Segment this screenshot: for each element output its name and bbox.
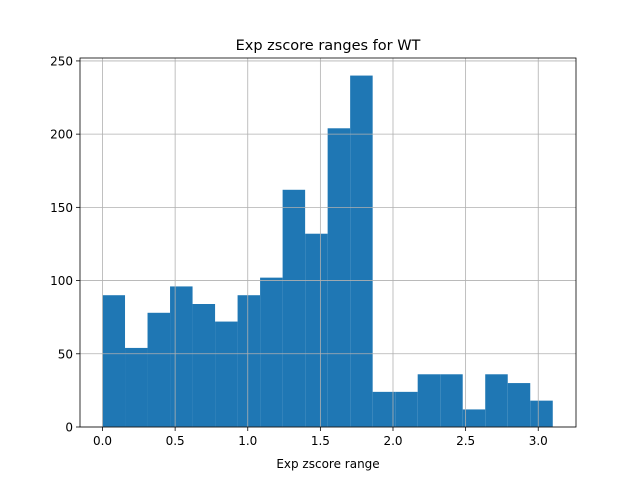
histogram-bar-12 [372, 391, 396, 427]
x-axis-label: Exp zscore range [276, 457, 379, 471]
histogram-bar-0 [102, 295, 126, 427]
x-tick-label-1: 0.5 [166, 434, 185, 448]
histogram-bar-15 [440, 374, 463, 427]
histogram-bar-8 [282, 189, 306, 427]
histogram-bar-2 [147, 312, 171, 427]
histogram-bar-14 [417, 374, 441, 427]
plot-frame [79, 57, 577, 428]
y-tick-label-3: 150 [50, 201, 73, 215]
x-tick-label-0: 0.0 [93, 434, 112, 448]
y-tick-label-4: 200 [50, 128, 73, 142]
x-tick-label-6: 3.0 [529, 434, 548, 448]
x-tick-label-5: 2.5 [456, 434, 475, 448]
chart-title: Exp zscore ranges for WT [236, 38, 421, 54]
y-tick-label-2: 100 [50, 274, 73, 288]
y-tick-label-1: 50 [58, 347, 73, 361]
histogram-bar-3 [170, 286, 193, 427]
y-tick-label-0: 0 [65, 421, 73, 435]
histogram-bar-5 [215, 321, 238, 427]
histogram-bar-4 [192, 304, 216, 427]
histogram-bar-19 [530, 400, 553, 427]
y-tick-label-5: 250 [50, 54, 73, 68]
histogram-bars [102, 75, 553, 428]
x-tick-label-3: 1.5 [311, 434, 330, 448]
histogram-bar-6 [237, 295, 261, 427]
histogram-bar-16 [462, 409, 486, 427]
histogram-bar-10 [327, 128, 351, 428]
histogram-bar-17 [485, 374, 508, 427]
x-tick-label-4: 2.0 [383, 434, 402, 448]
x-tick-label-2: 1.0 [238, 434, 257, 448]
histogram-bar-7 [260, 277, 283, 427]
histogram-bar-9 [305, 233, 328, 427]
histogram-bar-1 [125, 347, 148, 427]
grid-lines [80, 58, 576, 428]
axis-ticks: 0.0 0.5 1.0 1.5 2.0 2.5 3.0 0 50 100 150 200 250 [50, 54, 548, 448]
histogram-bar-13 [395, 391, 418, 427]
histogram-bar-18 [507, 383, 531, 427]
histogram-bar-11 [350, 75, 373, 428]
